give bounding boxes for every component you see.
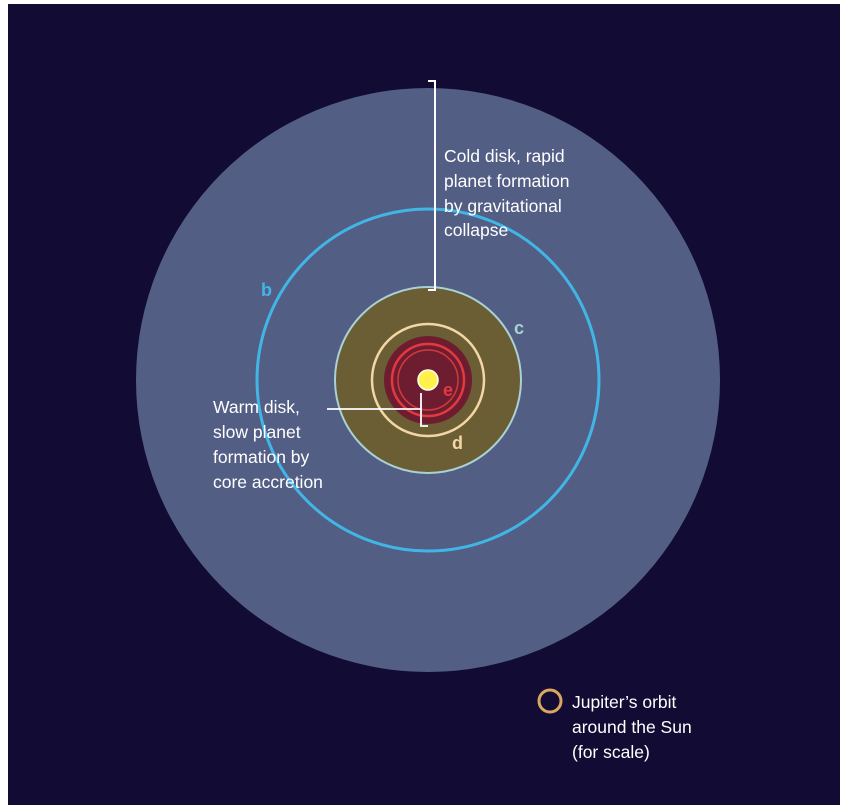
legend-line: around the Sun <box>572 717 692 737</box>
inner-ring <box>397 349 459 411</box>
warm-disk-line: formation by <box>213 447 310 467</box>
planet-d-label: d <box>452 433 463 453</box>
cold-disk-line: Cold disk, rapid <box>444 146 565 166</box>
legend-line: (for scale) <box>572 742 650 762</box>
cold-disk-line: by gravitational <box>444 196 562 216</box>
jupiter-orbit-legend: Jupiter’s orbit around the Sun (for scal… <box>572 692 697 762</box>
planet-b-label: b <box>261 280 272 300</box>
cold-disk-bracket <box>428 80 436 291</box>
planet-c-label: c <box>514 318 524 338</box>
jupiter-orbit-icon <box>537 688 563 714</box>
cold-disk-line: planet formation <box>444 171 570 191</box>
orbit-e <box>390 342 466 418</box>
orbit-b <box>255 207 601 553</box>
warm-disk-line: Warm disk, <box>213 397 300 417</box>
warm-disk-line: slow planet <box>213 422 301 442</box>
warm-disk-label: Warm disk, slow planet formation by core… <box>213 397 323 492</box>
warm-disk-bracket <box>420 393 428 427</box>
warm-disk-line: core accretion <box>213 472 323 492</box>
star <box>417 369 439 391</box>
legend-line: Jupiter’s orbit <box>572 692 677 712</box>
cold-disk-line: collapse <box>444 220 508 240</box>
planet-e-label: e <box>443 380 453 400</box>
orbit-d <box>370 322 486 438</box>
cold-disk-label: Cold disk, rapid planet formation by gra… <box>444 146 574 240</box>
